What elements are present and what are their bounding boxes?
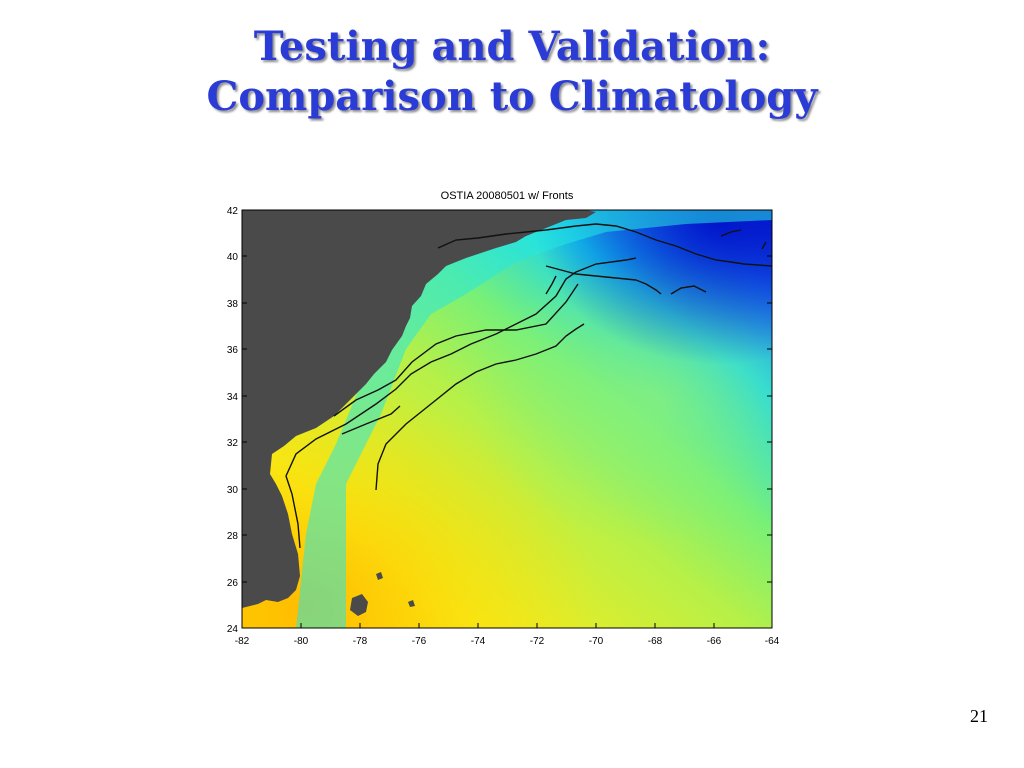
y-tick-label: 34 xyxy=(227,392,239,403)
y-tick-label: 32 xyxy=(227,438,239,449)
front-line-northeast xyxy=(720,229,742,237)
x-tick-label: -80 xyxy=(294,636,309,647)
front-line-fragment xyxy=(545,275,557,295)
x-tick-label: -78 xyxy=(353,636,368,647)
front-line-mid xyxy=(545,265,662,295)
front-line-short xyxy=(341,405,401,435)
x-tick-label: -66 xyxy=(707,636,722,647)
front-lines xyxy=(285,223,772,549)
figure-title: OSTIA 20080501 w/ Fronts xyxy=(441,190,574,202)
island-small xyxy=(376,572,383,580)
front-line-main xyxy=(285,257,637,549)
y-tick-label: 26 xyxy=(227,578,239,589)
sst-field xyxy=(242,210,772,628)
y-tick-label: 28 xyxy=(227,531,239,542)
x-tick-label: -82 xyxy=(235,636,250,647)
coastal-cool-band xyxy=(296,210,772,628)
slide-title-line-1: Testing and Validation: xyxy=(253,23,771,70)
front-line-north xyxy=(437,223,772,267)
x-tick-label: -68 xyxy=(648,636,663,647)
x-tick-labels: -82 -80 -78 -76 -74 -72 -70 -68 -66 -64 xyxy=(235,636,780,647)
sst-map-svg: OSTIA 20080501 w/ Fronts xyxy=(227,190,780,647)
plot-frame xyxy=(241,209,773,629)
front-line-east xyxy=(670,285,707,295)
x-tick-label: -72 xyxy=(530,636,545,647)
front-line-inner xyxy=(333,283,579,417)
island-small-2 xyxy=(408,600,415,607)
land-mass xyxy=(242,210,596,608)
y-tick-label: 40 xyxy=(227,252,239,263)
slide-title: Testing and Validation: Comparison to Cl… xyxy=(0,22,1024,122)
slide-title-line-2: Comparison to Climatology xyxy=(206,73,818,120)
y-tick-label: 36 xyxy=(227,345,239,356)
island xyxy=(350,594,368,616)
tick-marks xyxy=(241,209,773,629)
front-line-outer xyxy=(375,323,585,491)
x-tick-label: -70 xyxy=(589,636,604,647)
y-tick-label: 38 xyxy=(227,299,239,310)
x-tick-label: -74 xyxy=(471,636,486,647)
x-tick-label: -76 xyxy=(412,636,427,647)
x-tick-label: -64 xyxy=(765,636,780,647)
y-tick-labels: 42 40 38 36 34 32 30 28 26 24 xyxy=(227,206,239,635)
y-tick-label: 42 xyxy=(227,206,239,217)
y-tick-label: 30 xyxy=(227,485,239,496)
page-number: 21 xyxy=(970,706,988,726)
front-line-edge xyxy=(761,241,767,250)
y-tick-label: 24 xyxy=(227,624,239,635)
sst-map-figure: OSTIA 20080501 w/ Fronts xyxy=(216,184,786,654)
